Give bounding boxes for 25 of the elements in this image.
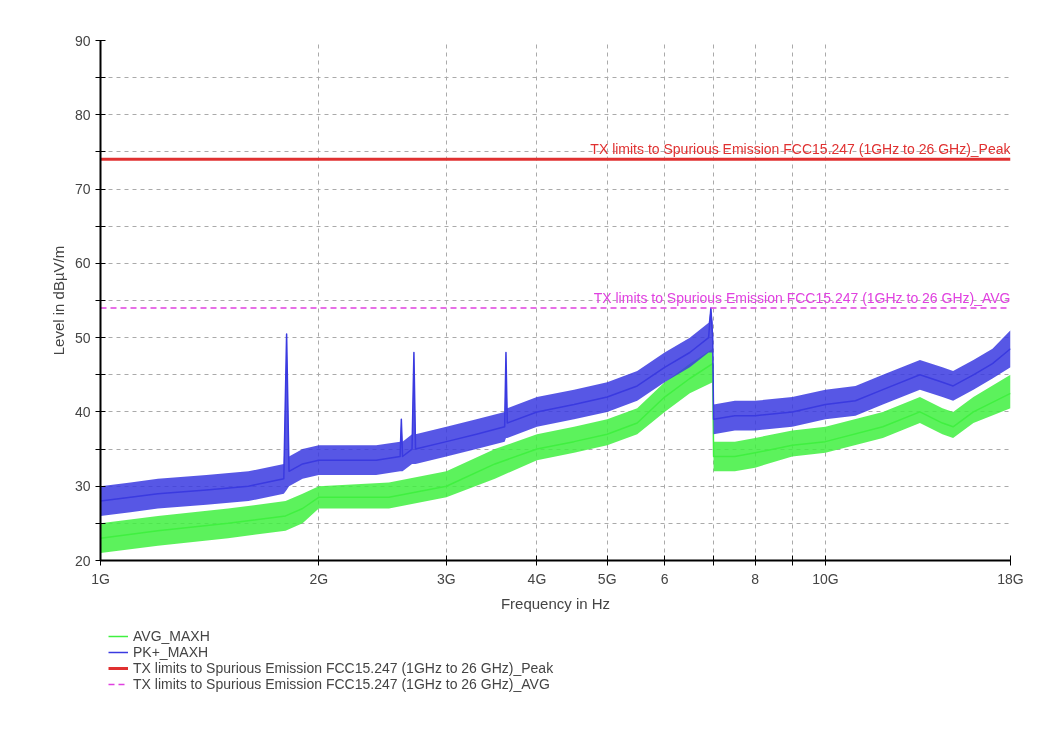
legend-label: PK+_MAXH bbox=[133, 644, 209, 660]
x-tick-label: 2G bbox=[309, 570, 329, 587]
x-tick-label: 6 bbox=[660, 570, 669, 587]
y-tick-label: 20 bbox=[74, 552, 91, 569]
y-tick-label: 80 bbox=[74, 106, 91, 123]
x-tick-label: 10G bbox=[812, 570, 839, 587]
text: TX limits to Spurious Emission FCC15.247 (1GHz to 26 GHz)_AVG bbox=[133, 676, 550, 692]
x-tick-label: 3G bbox=[437, 570, 456, 587]
x-tick-label: 8 bbox=[751, 570, 760, 587]
y-tick-label: 30 bbox=[74, 478, 91, 495]
x-tick-label: 5G bbox=[597, 570, 617, 587]
x-tick-label: 18G bbox=[997, 570, 1024, 587]
x-tick-label: 1G bbox=[91, 570, 110, 587]
x-tick-label: 4G bbox=[527, 570, 547, 587]
text: TX limits to Spurious Emission FCC15.247 (1GHz to 26 GHz)_Peak bbox=[133, 660, 554, 676]
legend-label: AVG_MAXH bbox=[133, 628, 210, 644]
y-axis-title: Level in dBµV/m bbox=[49, 245, 67, 356]
y-tick-label: 40 bbox=[74, 403, 91, 420]
y-tick-label: 90 bbox=[74, 32, 91, 49]
x-axis-title: Frequency in Hz bbox=[500, 594, 611, 612]
ref-line-label: TX limits to Spurious Emission FCC15.247 (1GHz to 26 GHz)_Peak bbox=[590, 141, 1012, 158]
y-tick-label: 70 bbox=[74, 181, 91, 198]
y-tick-label: 50 bbox=[74, 329, 91, 346]
ref-line-label: TX limits to Spurious Emission FCC15.247 (1GHz to 26 GHz)_AVG bbox=[593, 289, 1011, 306]
y-tick-label: 60 bbox=[74, 255, 91, 272]
